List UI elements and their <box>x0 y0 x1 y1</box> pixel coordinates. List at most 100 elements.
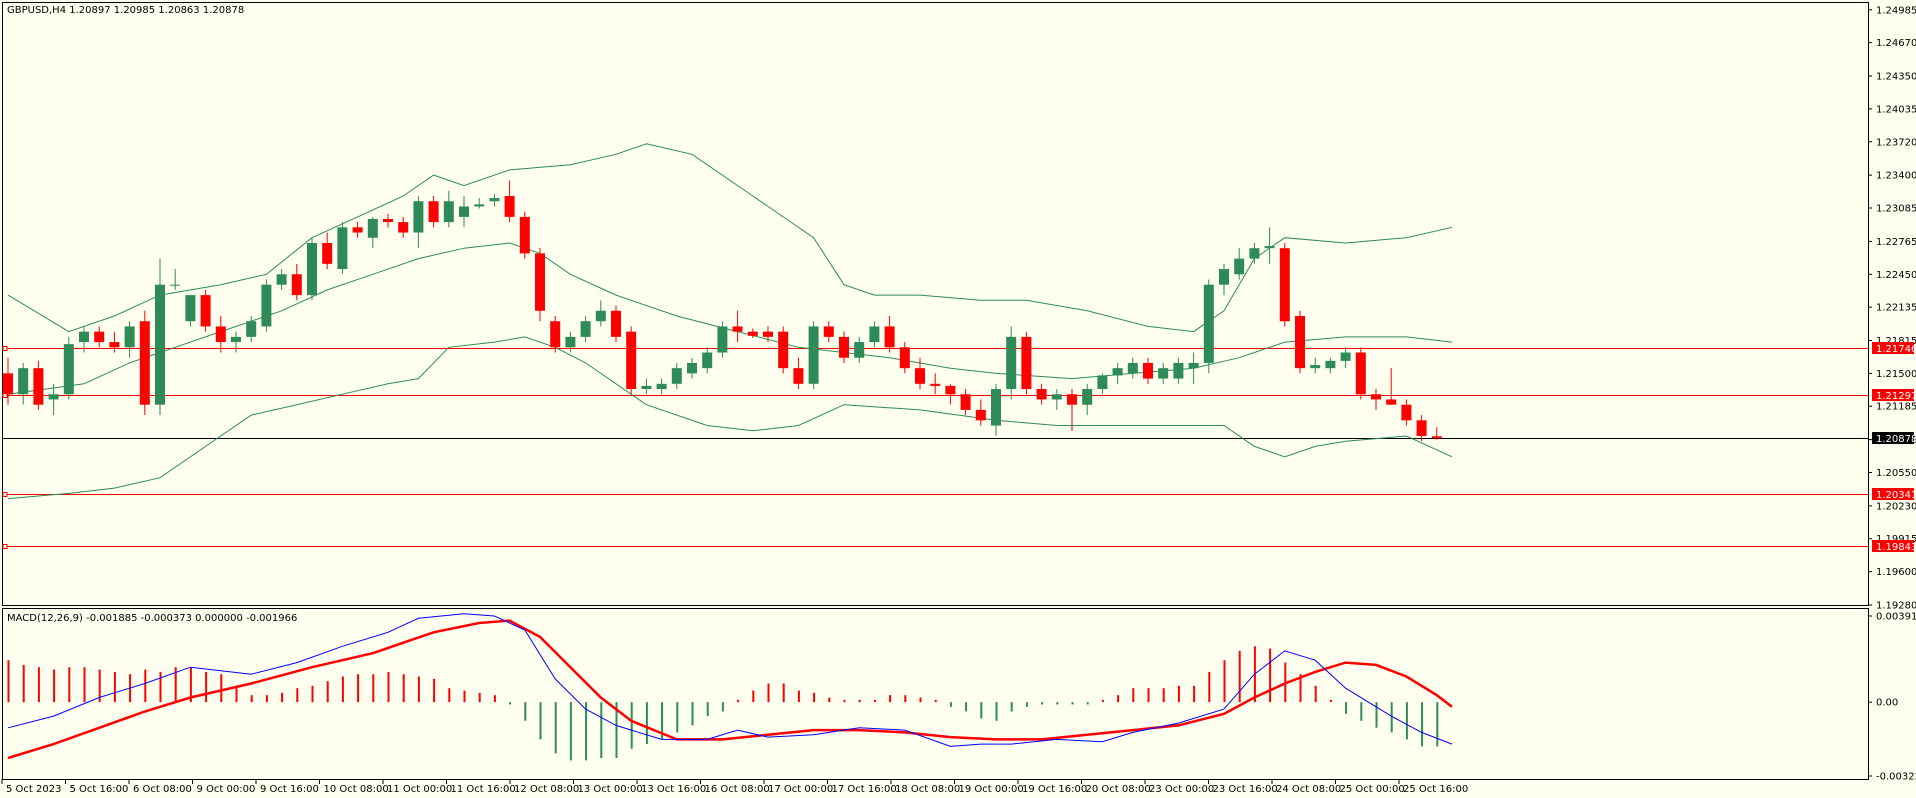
candle-body <box>1158 368 1169 379</box>
candle <box>200 289 211 332</box>
candle-body <box>793 368 804 384</box>
candle-body <box>611 310 621 337</box>
candle-body <box>550 321 561 348</box>
price-tick-label: 1.22765 <box>1876 237 1916 248</box>
candle <box>459 196 469 228</box>
level-price-tag: 1.21746 <box>1876 344 1916 355</box>
price-tick-label: 1.23085 <box>1876 204 1916 215</box>
time-tick-label: 6 Oct 08:00 <box>133 784 192 795</box>
price-tick-label: 1.22135 <box>1876 303 1916 314</box>
candle <box>945 383 956 405</box>
candle <box>1416 415 1427 442</box>
candle <box>337 222 348 275</box>
candle <box>504 180 515 223</box>
candle-body <box>124 326 135 348</box>
candle-body <box>899 347 910 369</box>
candle <box>246 315 257 343</box>
candle-body <box>1401 404 1412 421</box>
candle-body <box>519 216 530 254</box>
candle-body <box>1355 352 1366 395</box>
time-tick-label: 13 Oct 00:00 <box>578 784 643 795</box>
candle-body <box>474 204 485 207</box>
candle <box>763 326 773 343</box>
candle <box>687 357 697 379</box>
candle <box>109 331 120 353</box>
level-price-tag-bg <box>1872 389 1914 401</box>
candle <box>656 378 667 395</box>
time-tick-label: 24 Oct 08:00 <box>1276 784 1341 795</box>
macd-histogram <box>7 646 1439 761</box>
candle-body <box>580 321 591 337</box>
candle <box>1355 347 1366 400</box>
candle <box>580 315 591 343</box>
candle <box>717 321 728 358</box>
price-axis: 1.24985 1.24670 1.24350 1.24035 1.23720 1.234… <box>1868 5 1916 612</box>
candle-body <box>337 227 348 270</box>
candle-body <box>1067 394 1077 405</box>
candle-body <box>383 218 393 223</box>
candle-body <box>1249 248 1260 259</box>
price-tick-label: 1.24670 <box>1876 38 1916 49</box>
candle-body <box>200 295 211 327</box>
time-tick-label: 18 Oct 08:00 <box>895 784 960 795</box>
candle-body <box>33 368 44 405</box>
candle <box>1203 279 1214 374</box>
candle-body <box>1127 362 1138 374</box>
time-tick-label: 11 Oct 00:00 <box>387 784 452 795</box>
price-tick-label: 1.23400 <box>1876 171 1916 182</box>
level-price-tag-bg <box>1872 342 1914 354</box>
candle <box>702 347 713 374</box>
candle-body <box>139 321 150 405</box>
candle <box>1188 352 1199 384</box>
candle-body <box>1295 315 1305 369</box>
time-tick-label: 13 Oct 16:00 <box>641 784 706 795</box>
candle <box>215 315 226 353</box>
candle <box>1127 357 1138 379</box>
candle-body <box>671 368 682 384</box>
time-tick-label: 16 Oct 08:00 <box>705 784 770 795</box>
candle-body <box>565 336 576 348</box>
candle <box>124 321 135 358</box>
candle-body <box>48 394 59 400</box>
candle-body <box>1219 269 1229 285</box>
price-tick-label: 1.21185 <box>1876 402 1916 413</box>
price-tick-label: 1.24350 <box>1876 72 1916 83</box>
candle-body <box>1310 365 1321 369</box>
candle-body <box>595 310 606 322</box>
price-tags: 1.21746 1.21297 1.20341 1.19843 1.20878 <box>1872 342 1916 553</box>
candle-body <box>656 383 667 390</box>
time-tick-label: 23 Oct 16:00 <box>1213 784 1278 795</box>
candle <box>1249 242 1260 264</box>
candle <box>276 269 287 290</box>
candle-body <box>991 389 1001 426</box>
candle-body <box>854 342 865 358</box>
candle <box>170 269 181 290</box>
candle <box>1051 389 1062 410</box>
time-tick-label: 19 Oct 16:00 <box>1022 784 1087 795</box>
candle-body <box>732 326 743 332</box>
candle <box>383 213 393 228</box>
macd-tick-label: 0.00 <box>1876 698 1898 709</box>
price-tick-label: 1.21500 <box>1876 369 1916 380</box>
candle <box>991 383 1001 436</box>
candle-body <box>1325 360 1336 369</box>
time-tick-label: 17 Oct 00:00 <box>768 784 833 795</box>
candle <box>489 193 500 207</box>
level-price-tag-bg <box>1872 488 1914 500</box>
candle-body <box>626 331 637 390</box>
candle <box>428 196 439 228</box>
candle-body <box>109 342 120 348</box>
candle <box>550 315 561 353</box>
price-panel-frame <box>2 2 1869 606</box>
candle <box>18 362 29 405</box>
candle-body <box>18 368 29 395</box>
level-price-tag: 1.21297 <box>1876 391 1916 402</box>
price-tick-label: 1.19915 <box>1876 534 1916 545</box>
candle <box>291 263 302 301</box>
time-tick-label: 20 Oct 08:00 <box>1086 784 1151 795</box>
candle <box>3 357 13 405</box>
candle-body <box>884 326 895 348</box>
candle-body <box>231 336 241 343</box>
candle-body <box>975 409 986 421</box>
candle <box>1325 357 1336 374</box>
